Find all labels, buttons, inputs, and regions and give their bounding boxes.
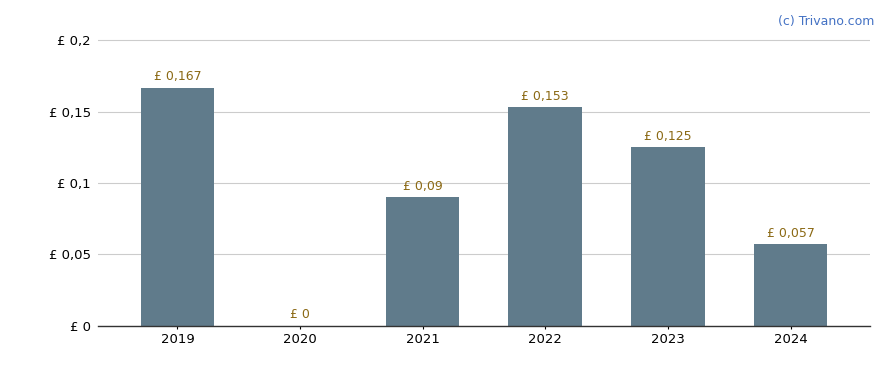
Text: £ 0,125: £ 0,125 — [644, 130, 692, 143]
Text: £ 0: £ 0 — [290, 308, 310, 321]
Bar — [386, 197, 459, 326]
Text: (c) Trivano.com: (c) Trivano.com — [778, 15, 875, 28]
Text: £ 0,167: £ 0,167 — [154, 70, 202, 83]
Text: £ 0,057: £ 0,057 — [766, 227, 814, 240]
Bar — [754, 244, 828, 326]
Bar — [631, 147, 705, 326]
Text: £ 0,09: £ 0,09 — [403, 180, 442, 193]
Text: £ 0,153: £ 0,153 — [521, 90, 569, 103]
Bar — [140, 88, 214, 326]
Bar — [509, 107, 582, 326]
